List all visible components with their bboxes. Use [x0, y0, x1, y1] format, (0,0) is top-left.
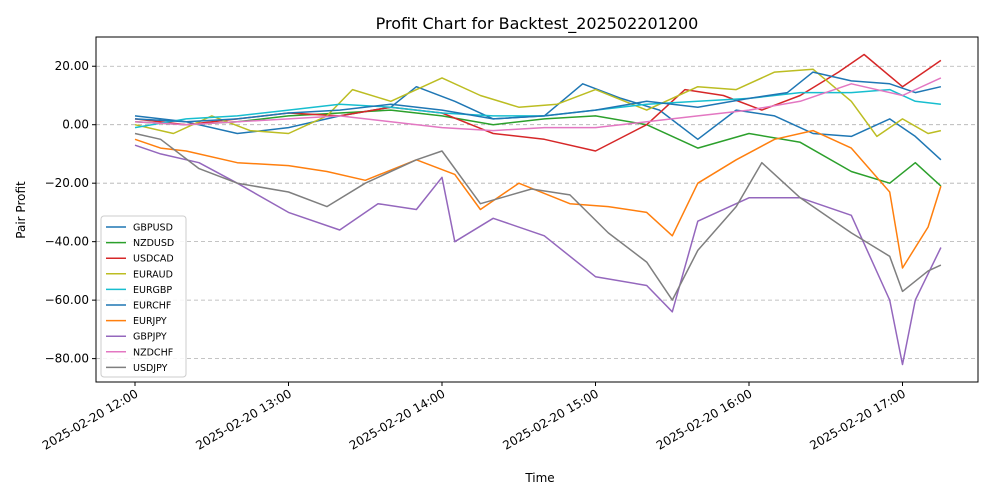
y-tick-label: −20.00: [45, 176, 89, 190]
grid-lines: [96, 65, 978, 360]
legend-label: NZDCHF: [133, 347, 173, 358]
legend-label: EURJPY: [133, 316, 167, 327]
plot-frame: [95, 36, 979, 383]
series-lines: [134, 53, 942, 366]
series-line-nzdchf: [134, 77, 942, 132]
x-axis-label: Time: [524, 471, 554, 485]
y-tick-label: 0.00: [62, 118, 89, 132]
series-line-gbpjpy: [134, 144, 942, 366]
legend-label: EURAUD: [133, 269, 173, 280]
chart-title: Profit Chart for Backtest_202502201200: [376, 14, 699, 34]
y-tick-label: −80.00: [45, 352, 89, 366]
y-tick-label: −40.00: [45, 235, 89, 249]
legend-label: GBPJPY: [133, 332, 167, 343]
legend-label: GBPUSD: [133, 223, 173, 234]
y-axis: 20.00 0.00 −20.00 −40.00 −60.00 −80.00: [45, 59, 96, 366]
series-line-usdcad: [134, 53, 942, 152]
legend: GBPUSD NZDUSD USDCAD EURAUD EURGBP EURCHF EURJ…: [100, 215, 187, 378]
y-tick-label: −60.00: [45, 293, 89, 307]
y-tick-label: 20.00: [55, 59, 89, 73]
legend-label: EURCHF: [133, 301, 171, 312]
legend-label: EURGBP: [133, 285, 172, 296]
legend-label: NZDUSD: [133, 238, 174, 249]
legend-label: USDCAD: [133, 254, 174, 265]
series-line-usdjpy: [134, 132, 942, 301]
series-line-gbpusd: [134, 83, 942, 161]
legend-label: USDJPY: [133, 363, 168, 374]
series-line-nzdusd: [134, 109, 942, 187]
series-line-eurchf: [134, 71, 942, 123]
y-axis-label: Pair Profit: [14, 181, 28, 239]
series-line-euraud: [134, 68, 942, 138]
series-line-eurjpy: [134, 129, 942, 269]
